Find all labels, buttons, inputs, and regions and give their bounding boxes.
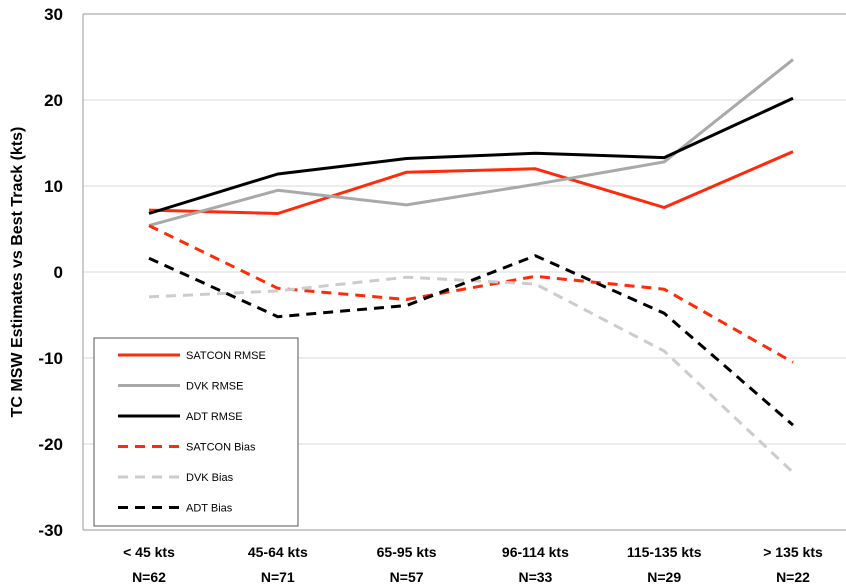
- legend-label: DVK Bias: [186, 472, 234, 484]
- legend-label: ADT RMSE: [186, 411, 243, 423]
- series-line-adt-bias: [148, 254, 794, 427]
- x-tick-label: 65-95 kts: [377, 544, 437, 560]
- x-tick-label: < 45 kts: [123, 544, 175, 560]
- legend-label: DVK RMSE: [186, 381, 243, 393]
- x-tick-label: 115-135 kts: [627, 544, 702, 560]
- x-tick-count-label: N=62: [132, 569, 166, 585]
- x-tick-label: > 135 kts: [763, 544, 823, 560]
- legend-label: SATCON Bias: [186, 442, 256, 454]
- x-tick-count-label: N=22: [776, 569, 810, 585]
- plot-frame: [82, 13, 846, 531]
- y-axis-label: TC MSW Estimates vs Best Track (kts): [9, 127, 26, 418]
- x-tick-count-label: N=71: [261, 569, 295, 585]
- x-tick-count-label: N=33: [518, 569, 552, 585]
- y-tick-label: -10: [38, 349, 63, 368]
- series-line-dvk-bias: [148, 275, 795, 474]
- series-line-satcon-bias: [148, 224, 794, 364]
- y-axis-ticks: 30 20 10 0 -10 -20 -30: [38, 5, 63, 540]
- y-tick-label: 30: [44, 5, 63, 24]
- series-lines: [148, 58, 795, 474]
- legend-label: ADT Bias: [186, 503, 233, 515]
- series-line-satcon-rmse: [148, 150, 794, 215]
- x-tick-count-label: N=29: [647, 569, 681, 585]
- y-tick-label: -30: [38, 521, 63, 540]
- legend-box: [93, 337, 299, 527]
- y-tick-label: -20: [38, 435, 63, 454]
- x-axis-ticks: < 45 kts N=62 45-64 kts N=71 65-95 kts N=57 96…: [123, 544, 823, 585]
- series-line-dvk-rmse: [148, 58, 794, 228]
- y-tick-label: 0: [54, 263, 63, 282]
- y-tick-label: 10: [44, 177, 63, 196]
- legend-label: SATCON RMSE: [186, 350, 266, 362]
- y-tick-label: 20: [44, 91, 63, 110]
- x-tick-label: 45-64 kts: [248, 544, 308, 560]
- x-tick-label: 96-114 kts: [502, 544, 569, 560]
- series-line-adt-rmse: [148, 96, 794, 215]
- legend: SATCON RMSE DVK RMSE ADT RMSE SATCON Bias DV…: [93, 337, 299, 527]
- x-tick-count-label: N=57: [390, 569, 424, 585]
